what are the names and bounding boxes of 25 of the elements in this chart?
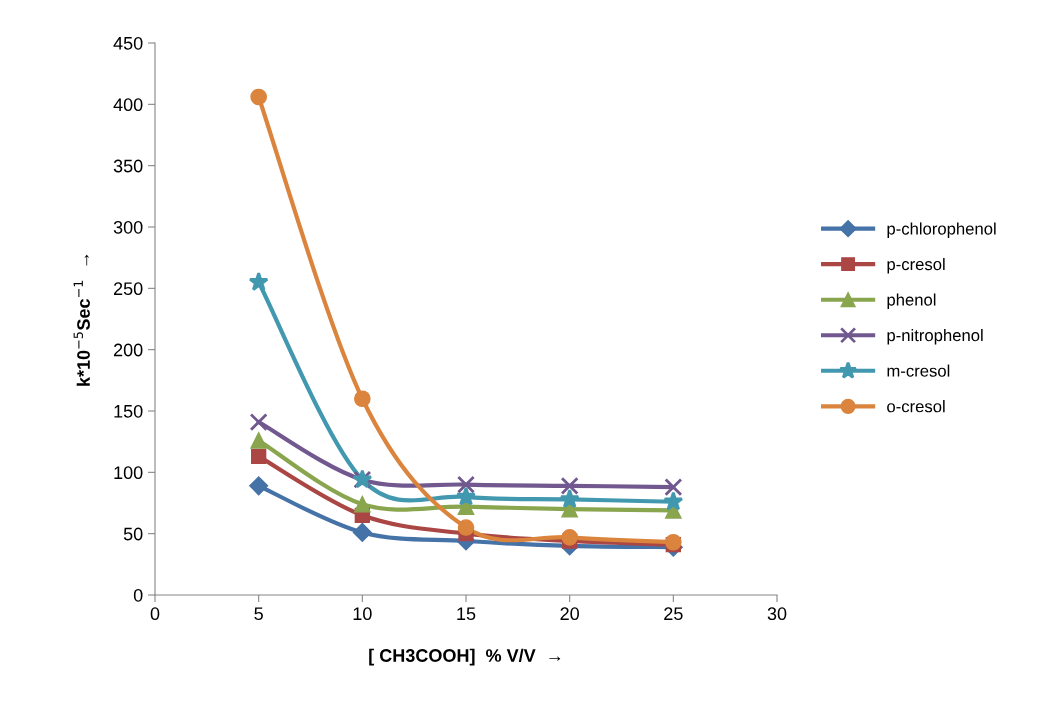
legend-label: p-nitrophenol: [887, 329, 983, 345]
x-tick-label: 25: [664, 607, 683, 621]
x-tick-label: 0: [150, 607, 160, 621]
x-axis-title: [ CH3COOH] % V/V →: [369, 648, 561, 666]
y-tick-label: 50: [123, 527, 143, 541]
y-tick-label: 150: [114, 404, 143, 418]
y-tick-label: 100: [114, 466, 143, 480]
y-tick-label: 300: [113, 220, 143, 234]
y-tick-label: 450: [113, 36, 143, 50]
x-tick-label: 30: [767, 607, 787, 621]
legend-label: phenol: [887, 293, 936, 309]
legend-label: m-cresol: [887, 364, 950, 377]
y-tick-label: 200: [113, 343, 143, 357]
legend-label: p-cresol: [887, 257, 945, 274]
legend-label: o-cresol: [887, 400, 945, 413]
legend-label: p-chlorophenol: [887, 222, 996, 238]
x-tick-label: 10: [353, 607, 372, 621]
x-tick-label: 5: [254, 607, 263, 621]
y-tick-label: 250: [113, 282, 143, 296]
y-tick-label: 0: [133, 588, 143, 602]
text: k*10$^{−5}$Sec$^{−1}$ →: [73, 254, 90, 386]
x-tick-label: 20: [560, 607, 579, 621]
x-tick-label: 15: [457, 607, 476, 621]
y-tick-label: 350: [113, 159, 143, 173]
y-tick-label: 400: [113, 98, 143, 112]
